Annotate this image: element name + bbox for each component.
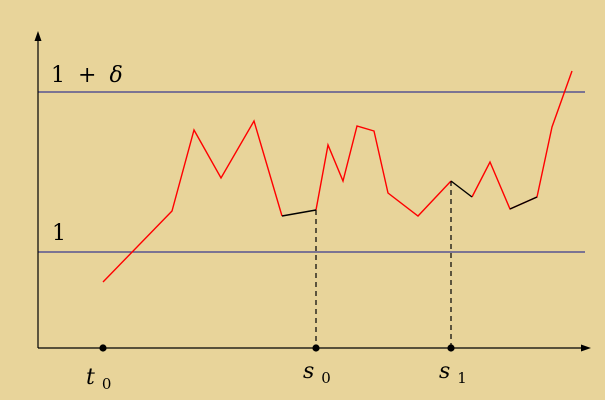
upper-threshold-label: 1 + δ: [51, 63, 123, 88]
x-axis-arrowhead: [581, 344, 591, 352]
s0-label: s 0: [303, 359, 331, 387]
upper-threshold-label-plus: +: [78, 63, 96, 88]
path-segment-black-1: [281, 209, 317, 217]
sample-path-red-middle: [315, 125, 452, 217]
upper-threshold-label-delta: δ: [109, 63, 122, 88]
s1-label-subscript: 1: [457, 369, 467, 387]
lower-threshold-label: 1: [52, 221, 66, 246]
t0-label-base: t: [86, 365, 95, 390]
s0-label-subscript: 0: [321, 369, 331, 387]
s0-label-base: s: [303, 359, 314, 384]
s1-point: [447, 344, 455, 352]
path-segment-black-2: [450, 180, 473, 198]
t0-point: [99, 344, 107, 352]
s1-label: s 1: [439, 359, 467, 387]
sample-path-red: [102, 119, 283, 283]
path-segment-black-3: [509, 196, 538, 210]
upper-threshold-label-one: 1: [51, 63, 65, 88]
t0-label-subscript: 0: [102, 375, 112, 393]
t0-label: t 0: [86, 365, 111, 393]
s1-label-base: s: [439, 359, 450, 384]
s0-point: [312, 344, 320, 352]
y-axis-arrowhead: [34, 31, 42, 41]
